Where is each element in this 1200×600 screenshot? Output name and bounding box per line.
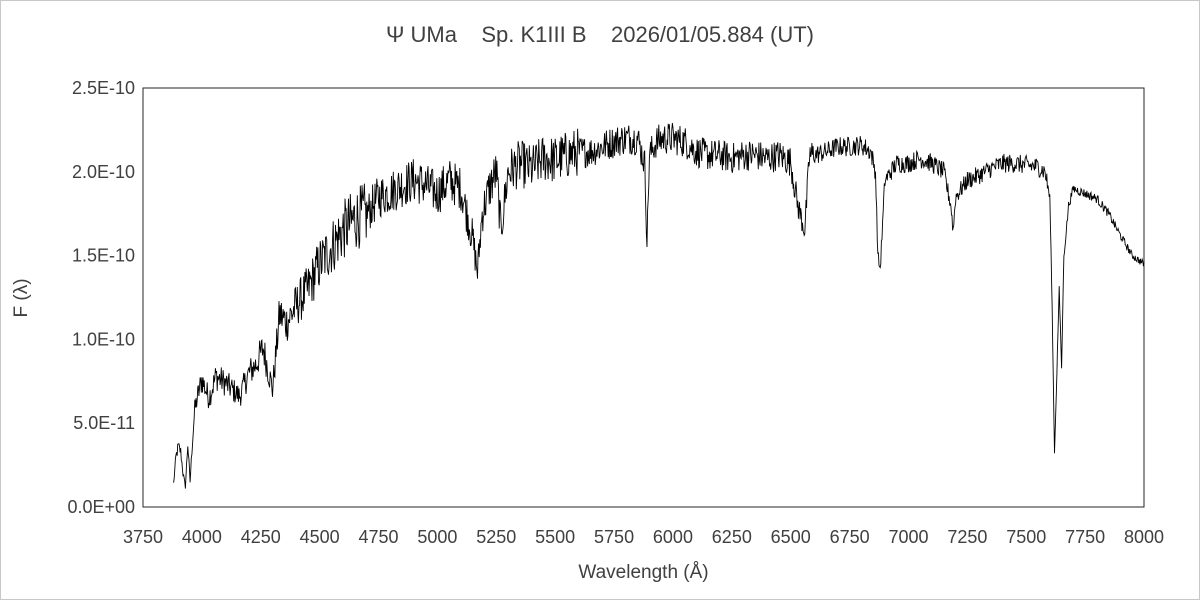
- x-tick-label: 5750: [594, 527, 634, 547]
- y-tick-label: 1.5E-10: [72, 246, 135, 266]
- x-tick-label: 6000: [653, 527, 693, 547]
- y-tick-label: 1.0E-10: [72, 329, 135, 349]
- x-tick-label: 5500: [535, 527, 575, 547]
- x-tick-label: 5000: [417, 527, 457, 547]
- x-tick-label: 3750: [123, 527, 163, 547]
- x-tick-label: 4500: [300, 527, 340, 547]
- spectrum-line: [173, 123, 1145, 489]
- x-tick-label: 6250: [712, 527, 752, 547]
- y-tick-label: 5.0E-11: [73, 413, 135, 433]
- y-axis-ticks: 0.0E+00 5.0E-11 1.0E-10 1.5E-10 2.0E-10 2.5E-…: [67, 78, 135, 517]
- y-tick-label: 2.5E-10: [72, 78, 135, 98]
- y-axis-label: F (λ): [11, 278, 32, 318]
- chart-title: Ψ UMa Sp. K1III B 2026/01/05.884 (UT): [385, 22, 815, 47]
- y-tick-label: 2.0E-10: [72, 162, 135, 182]
- x-tick-label: 4000: [182, 527, 222, 547]
- x-axis-ticks: 3750 4000 4250 4500 4750 5000 5250 5500 5750 6000…: [123, 527, 1164, 547]
- x-tick-label: 4750: [359, 527, 399, 547]
- x-tick-label: 6500: [771, 527, 811, 547]
- x-tick-label: 7000: [888, 527, 928, 547]
- x-tick-label: 8000: [1124, 527, 1164, 547]
- plot-area: [142, 87, 1145, 508]
- x-axis-label: Wavelength (Å): [578, 562, 709, 583]
- x-tick-label: 6750: [830, 527, 870, 547]
- x-tick-label: 4250: [241, 527, 281, 547]
- x-tick-label: 7750: [1065, 527, 1105, 547]
- x-tick-label: 5250: [476, 527, 516, 547]
- x-tick-label: 7500: [1006, 527, 1046, 547]
- x-tick-label: 7250: [947, 527, 987, 547]
- y-tick-label: 0.0E+00: [67, 497, 135, 517]
